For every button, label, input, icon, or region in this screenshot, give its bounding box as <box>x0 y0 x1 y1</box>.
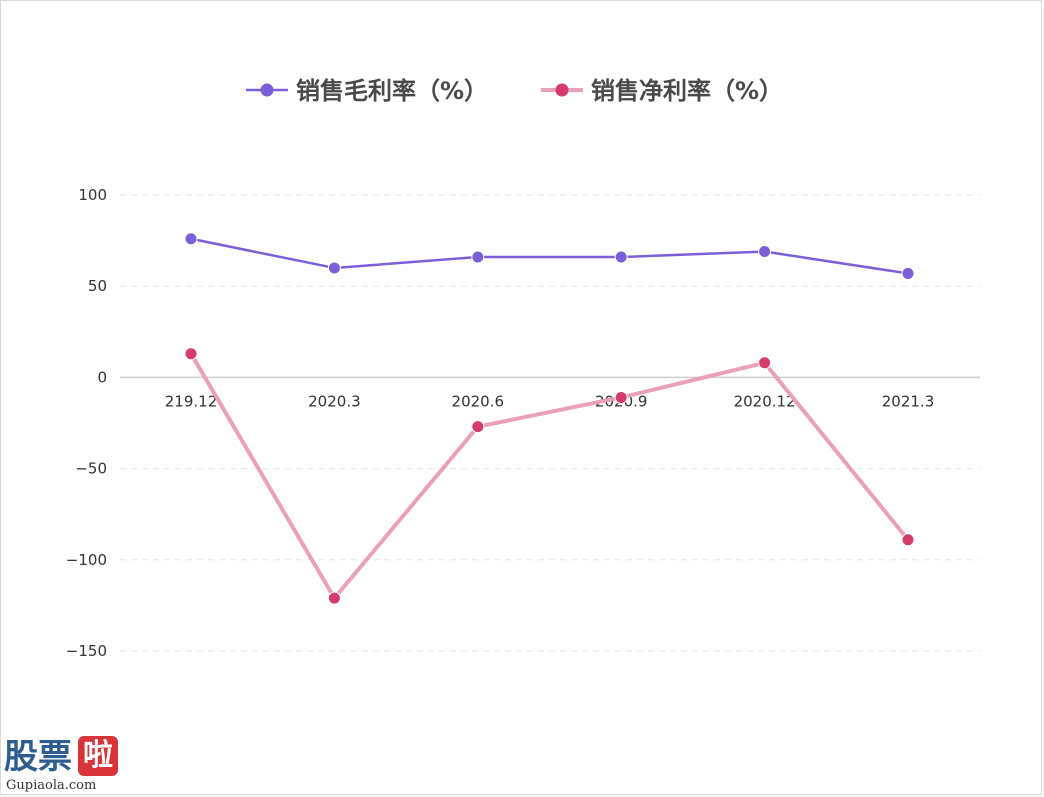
legend-item: 销售净利率（%） <box>541 77 783 105</box>
y-tick-label: 100 <box>78 186 107 204</box>
series-line <box>189 351 910 601</box>
y-tick-label: −50 <box>75 460 107 478</box>
y-tick-label: −100 <box>66 551 107 569</box>
data-point <box>184 232 198 246</box>
legend-item: 销售毛利率（%） <box>246 77 488 105</box>
legend-swatch-marker <box>260 83 274 97</box>
data-point <box>901 533 915 547</box>
y-axis-ticks: 100 50 0 −50 −100 −150 <box>66 186 107 660</box>
watermark-url: Gupiaola.com <box>6 778 97 793</box>
data-point <box>614 390 628 404</box>
grid-lines <box>120 194 980 652</box>
watermark-logo: 股票 啦 Gupiaola.com <box>4 736 122 794</box>
watermark-text-badge: 啦 <box>78 736 118 776</box>
y-tick-label: 0 <box>97 368 107 386</box>
x-tick-label: 219.12 <box>165 392 218 410</box>
y-tick-label: −150 <box>66 642 107 660</box>
data-point <box>327 591 341 605</box>
watermark-text-main: 股票 <box>4 737 72 777</box>
data-point <box>901 266 915 280</box>
x-tick-label: 2020.3 <box>308 392 361 410</box>
y-tick-label: 50 <box>88 277 107 295</box>
series-2 <box>184 347 915 605</box>
data-point <box>327 261 341 275</box>
legend-label: 销售毛利率（%） <box>296 77 488 105</box>
x-tick-label: 2021.3 <box>882 392 935 410</box>
legend-label: 销售净利率（%） <box>591 77 783 105</box>
data-point <box>471 420 485 434</box>
data-point <box>184 347 198 361</box>
series-layer <box>184 232 915 605</box>
chart-legend: 销售毛利率（%） 销售净利率（%） <box>246 77 783 105</box>
series-1 <box>184 232 915 280</box>
data-point <box>614 250 628 264</box>
x-tick-label: 2020.12 <box>734 392 796 410</box>
series-line <box>189 237 910 275</box>
data-point <box>758 245 772 259</box>
data-point <box>471 250 485 264</box>
legend-swatch-marker <box>555 83 569 97</box>
x-tick-label: 2020.6 <box>452 392 505 410</box>
data-point <box>758 356 772 370</box>
